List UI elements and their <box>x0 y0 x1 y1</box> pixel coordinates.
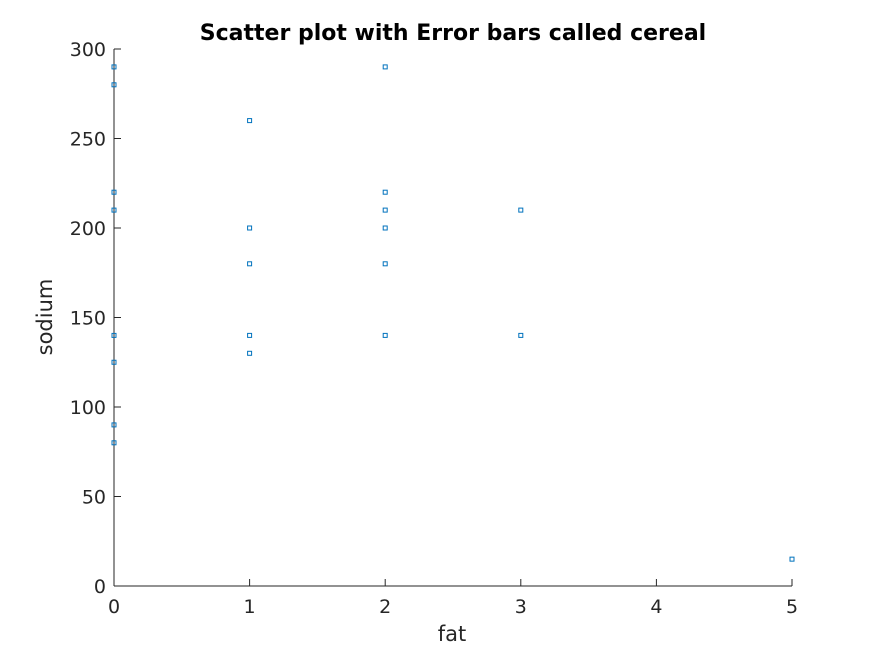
data-point <box>111 422 117 428</box>
data-point <box>382 64 388 70</box>
chart-title: Scatter plot with Error bars called cere… <box>200 21 706 46</box>
y-tick-label: 150 <box>70 308 106 330</box>
data-point <box>789 556 795 562</box>
y-axis-ticks: 0 50 100 150 200 250 300 <box>70 39 121 598</box>
x-axis-label: fat <box>438 622 467 646</box>
axes <box>113 49 792 587</box>
x-tick-label: 2 <box>379 596 391 618</box>
x-axis-ticks: 0 1 2 3 4 5 <box>108 579 798 618</box>
y-tick-label: 50 <box>82 487 106 509</box>
y-tick-label: 100 <box>70 397 106 419</box>
data-point <box>247 225 253 231</box>
y-tick-label: 0 <box>94 576 106 598</box>
y-tick-label: 200 <box>70 218 106 240</box>
x-tick-label: 1 <box>244 596 256 618</box>
data-point <box>111 440 117 446</box>
data-point <box>111 332 117 338</box>
y-tick-label: 300 <box>70 39 106 61</box>
data-point <box>111 189 117 195</box>
data-point <box>247 261 253 267</box>
data-point <box>382 332 388 338</box>
data-point <box>382 261 388 267</box>
data-point <box>382 189 388 195</box>
x-tick-label: 4 <box>650 596 662 618</box>
y-axis-label: sodium <box>33 279 57 356</box>
data-points <box>111 64 795 562</box>
x-tick-label: 5 <box>786 596 798 618</box>
y-tick-label: 250 <box>70 129 106 151</box>
x-tick-label: 0 <box>108 596 120 618</box>
data-point <box>518 207 524 213</box>
data-point <box>382 225 388 231</box>
data-point <box>382 207 388 213</box>
x-tick-label: 3 <box>515 596 527 618</box>
data-point <box>111 64 117 70</box>
data-point <box>247 332 253 338</box>
data-point <box>111 82 117 88</box>
data-point <box>247 118 253 124</box>
data-point <box>247 350 253 356</box>
data-point <box>111 207 117 213</box>
data-point <box>518 332 524 338</box>
data-point <box>111 359 117 365</box>
